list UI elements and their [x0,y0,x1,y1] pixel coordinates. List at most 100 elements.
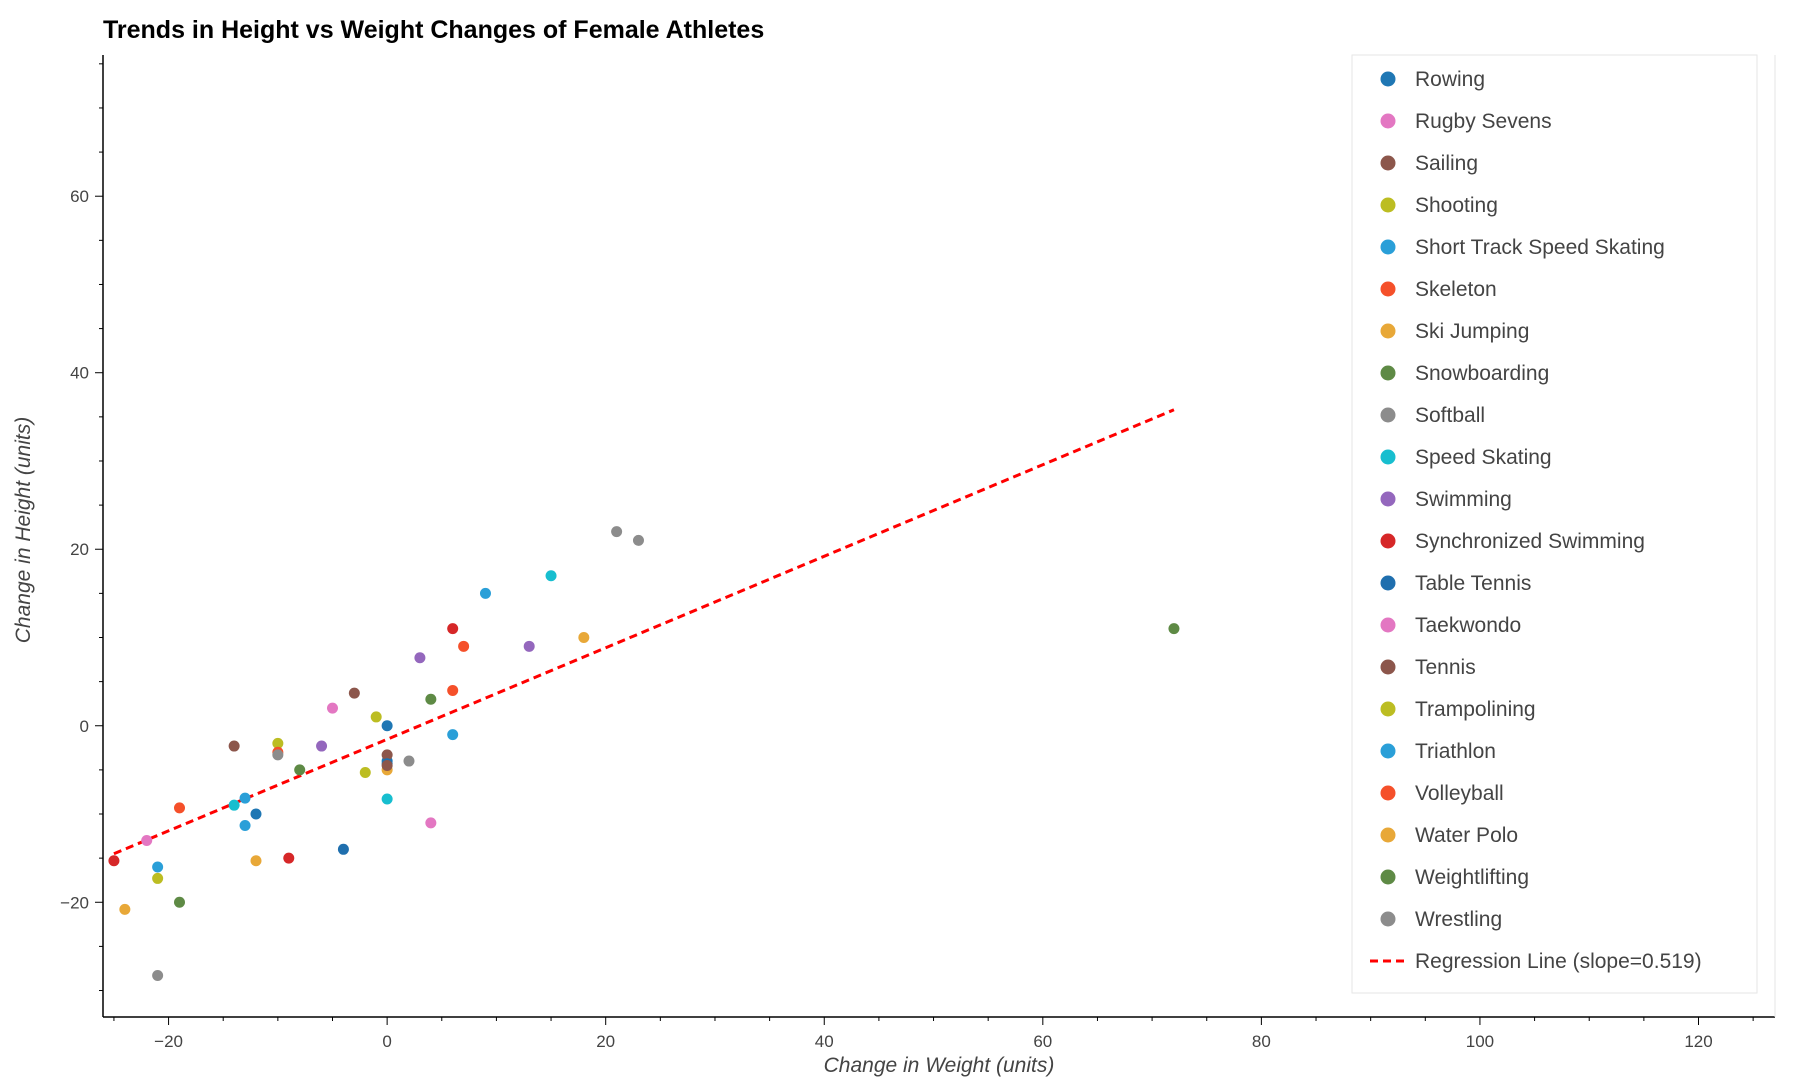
point-wrestling [152,970,164,982]
y-tick-label: 0 [80,717,89,736]
legend-marker-ski-jumping [1380,323,1396,339]
point-softball [611,526,623,538]
y-axis-label: Change in Height (units) [12,417,35,643]
legend: Rowing Rugby Sevens Sailing Shooting Short T… [1351,54,1758,994]
point-short-track-speed-skating [447,729,459,741]
legend-label-skeleton: Skeleton [1415,278,1497,301]
legend-label-swimming: Swimming [1415,488,1512,511]
legend-label-trampolining: Trampolining [1415,698,1536,721]
legend-marker-short-track-speed-skating [1380,239,1396,255]
point-short-track-speed-skating [479,587,491,599]
legend-label-weightlifting: Weightlifting [1415,866,1529,889]
point-short-track-speed-skating [152,861,164,873]
y-tick-label: 60 [70,187,89,206]
x-tick-label: 0 [382,1032,391,1051]
legend-label-regression: Regression Line (slope=0.519) [1415,950,1702,973]
legend-label-shooting: Shooting [1415,194,1498,217]
x-axis-label: Change in Weight (units) [824,1054,1055,1077]
point-shooting [152,872,164,884]
point-rowing [381,720,393,732]
point-synchronized-swimming [447,623,459,635]
y-tick-label: 40 [70,364,89,383]
y-tick-label: −20 [60,893,89,912]
legend-marker-triathlon [1380,743,1396,759]
legend-box [1351,54,1758,994]
legend-label-water-polo: Water Polo [1415,824,1518,847]
plot-area [102,55,1776,1018]
point-skeleton [447,684,459,696]
legend-marker-shooting [1380,197,1396,213]
x-tick-label: 20 [596,1032,615,1051]
legend-label-volleyball: Volleyball [1415,782,1504,805]
legend-marker-rugby-sevens [1380,113,1396,129]
legend-label-rowing: Rowing [1415,68,1485,91]
legend-label-snowboarding: Snowboarding [1415,362,1549,385]
legend-label-short-track-speed-skating: Short Track Speed Skating [1415,236,1665,259]
point-tennis [381,759,393,771]
point-snowboarding [425,693,437,705]
legend-label-sailing: Sailing [1415,152,1478,175]
point-speed-skating [381,793,393,805]
points-layer [108,526,1180,982]
point-sailing [381,749,393,761]
legend-label-synchronized-swimming: Synchronized Swimming [1415,530,1645,553]
point-softball [272,749,284,761]
point-swimming [523,640,535,652]
legend-marker-swimming [1380,491,1396,507]
point-rowing [250,808,262,820]
legend-marker-skeleton [1380,281,1396,297]
legend-marker-speed-skating [1380,449,1396,465]
legend-marker-synchronized-swimming [1380,533,1396,549]
point-short-track-speed-skating [239,819,251,831]
legend-marker-volleyball [1380,785,1396,801]
point-skeleton [458,640,470,652]
point-sailing [348,687,360,699]
legend-marker-snowboarding [1380,365,1396,381]
point-rugby-sevens [326,702,338,714]
point-ski-jumping [250,855,262,867]
point-synchronized-swimming [108,855,120,867]
x-tick-label: −20 [154,1032,183,1051]
point-shooting [370,711,382,723]
point-softball [403,755,415,767]
x-tick-label: 120 [1684,1032,1712,1051]
point-snowboarding [294,764,306,776]
point-sailing [228,740,240,752]
point-shooting [359,767,371,779]
legend-marker-softball [1380,407,1396,423]
x-axis: −20 0 20 40 60 80 100 120 [113,1017,1754,1051]
point-swimming [316,740,328,752]
x-tick-label: 40 [815,1032,834,1051]
legend-label-rugby-sevens: Rugby Sevens [1415,110,1552,133]
point-swimming [414,652,426,664]
legend-marker-weightlifting [1380,869,1396,885]
legend-marker-wrestling [1380,911,1396,927]
legend-marker-rowing [1380,71,1396,87]
y-axis: −20 0 20 40 60 [60,63,103,992]
point-short-track-speed-skating [239,792,251,804]
legend-label-softball: Softball [1415,404,1485,427]
point-snowboarding [173,896,185,908]
x-tick-label: 80 [1252,1032,1271,1051]
point-table-tennis [337,843,349,855]
point-synchronized-swimming [283,852,295,864]
legend-label-triathlon: Triathlon [1415,740,1496,763]
legend-marker-tennis [1380,659,1396,675]
point-skeleton [173,802,185,814]
x-tick-label: 100 [1466,1032,1494,1051]
legend-label-tennis: Tennis [1415,656,1476,679]
point-speed-skating [228,799,240,811]
regression-line [113,408,1175,856]
legend-marker-table-tennis [1380,575,1396,591]
legend-marker-sailing [1380,155,1396,171]
legend-label-ski-jumping: Ski Jumping [1415,320,1529,343]
legend-label-taekwondo: Taekwondo [1415,614,1521,637]
point-wrestling [632,534,644,546]
legend-label-table-tennis: Table Tennis [1415,572,1531,595]
regression-layer [113,408,1175,856]
legend-marker-water-polo [1380,827,1396,843]
point-weightlifting [1168,623,1180,635]
point-taekwondo [141,834,153,846]
point-ski-jumping [578,631,590,643]
